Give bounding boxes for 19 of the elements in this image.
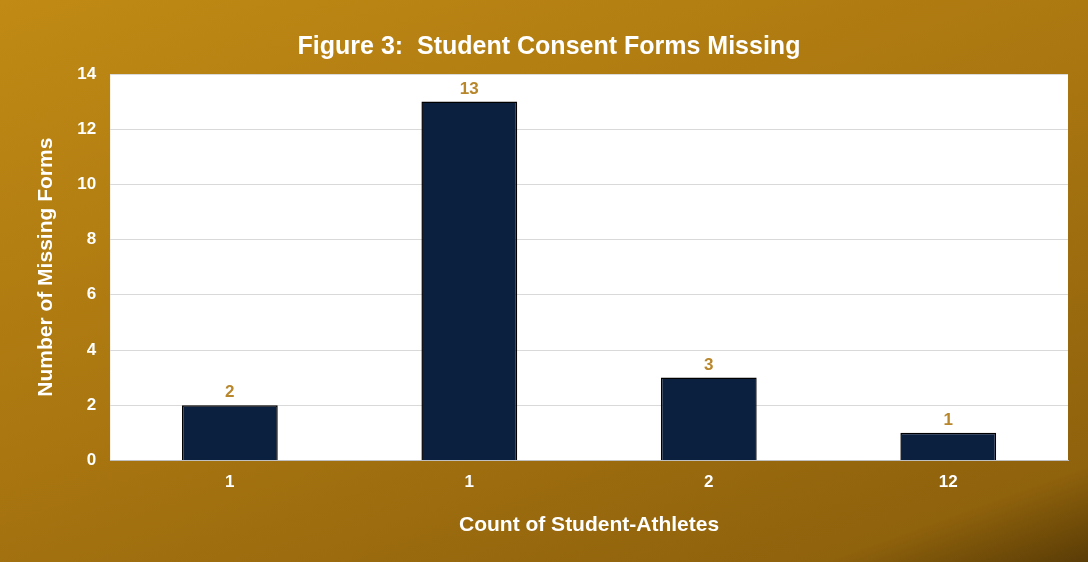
data-label: 13	[459, 78, 479, 98]
x-tick-label: 12	[938, 472, 958, 492]
y-tick-label: 10	[77, 174, 97, 194]
chart-title: Figure 3: Student Consent Forms Missing	[297, 30, 801, 59]
y-tick-label: 0	[86, 450, 97, 470]
y-tick-label: 8	[86, 229, 97, 249]
y-tick-label: 2	[86, 394, 97, 414]
y-tick-label: 6	[86, 284, 97, 304]
x-tick-label: 2	[704, 472, 714, 492]
data-label: 3	[704, 354, 714, 374]
x-tick-label: 1	[464, 472, 475, 492]
x-axis-title: Count of Student-Athletes	[458, 512, 720, 536]
data-label: 1	[943, 409, 953, 429]
y-axis-title: Number of Missing Forms	[33, 137, 57, 397]
y-tick-label: 4	[86, 339, 97, 359]
y-tick-label: 14	[77, 63, 97, 83]
x-tick-label: 1	[225, 472, 235, 492]
data-label: 2	[225, 382, 235, 402]
y-tick-label: 12	[77, 118, 97, 138]
